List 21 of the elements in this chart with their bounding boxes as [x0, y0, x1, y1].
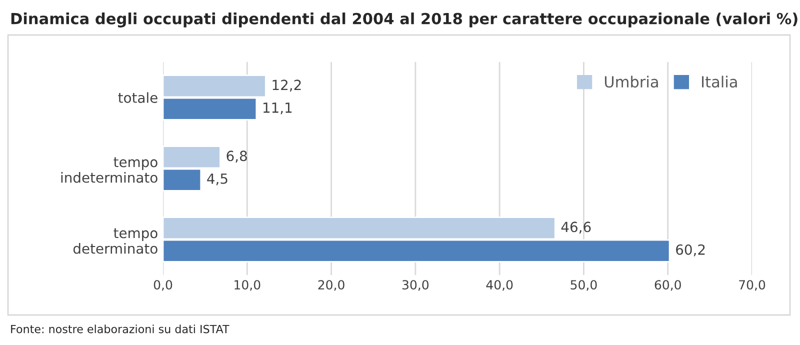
data-label: 46,6: [561, 222, 591, 234]
x-tick-label: 70,0: [739, 280, 766, 291]
data-label: 6,8: [226, 150, 247, 163]
data-label: 60,2: [676, 244, 705, 256]
source-note: Fonte: nostre elaborazioni su dati ISTAT: [11, 324, 230, 334]
x-tick-label: 30,0: [402, 280, 429, 291]
data-label: 11,1: [263, 102, 292, 114]
x-tick-label: 20,0: [318, 280, 344, 291]
data-label: 4,5: [207, 174, 228, 186]
x-tick-label: 40,0: [486, 280, 513, 291]
x-tick-label: 10,0: [234, 280, 260, 291]
legend-label: Italia: [702, 76, 737, 88]
x-tick-label: 50,0: [570, 280, 597, 291]
y-tick-label: tempo indeterminato: [61, 157, 158, 183]
x-tick-label: 0,0: [154, 280, 172, 291]
y-tick-label: totale: [118, 92, 158, 103]
legend-label: Umbria: [604, 76, 658, 88]
y-tick-label: tempo determinato: [73, 228, 158, 254]
x-tick-label: 60,0: [654, 280, 681, 291]
data-label: 12,2: [272, 80, 301, 92]
chart-title: Dinamica degli occupati dipendenti dal 2004 al 2018 per carattere occupazionale (valori %): [11, 12, 798, 28]
